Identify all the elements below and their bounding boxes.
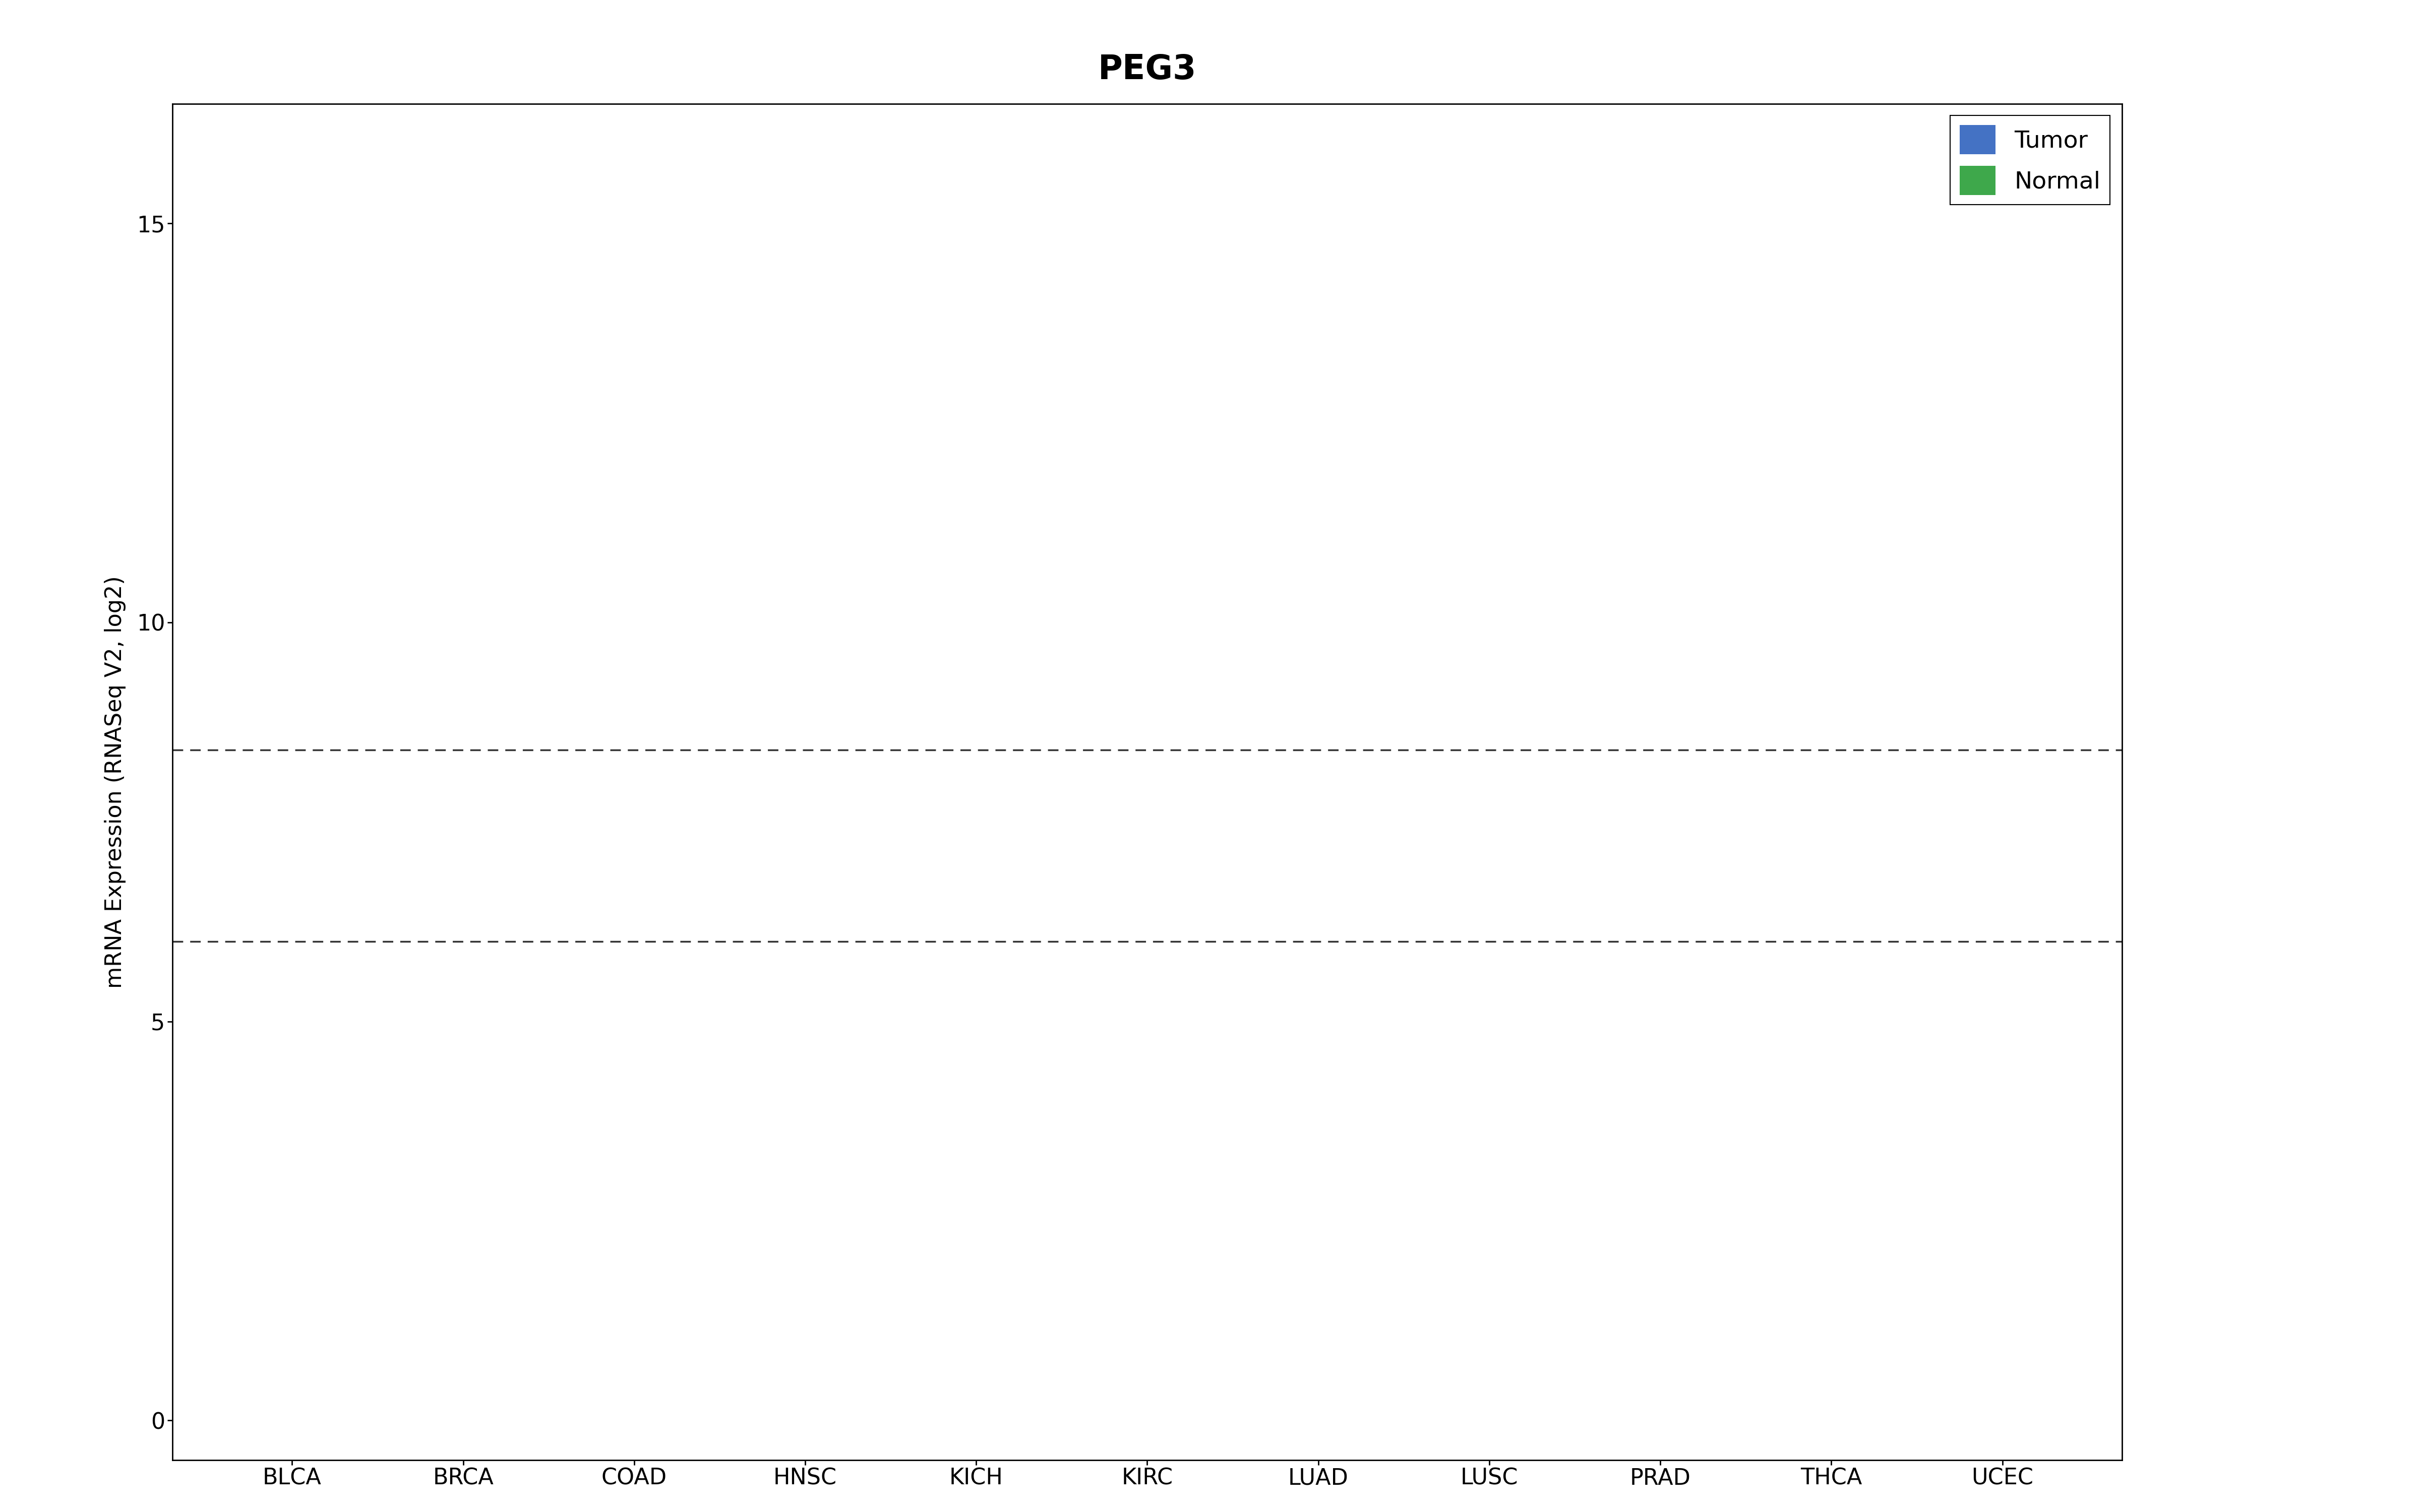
Y-axis label: mRNA Expression (RNASeq V2, log2): mRNA Expression (RNASeq V2, log2) [104,576,126,989]
Title: PEG3: PEG3 [1099,53,1195,86]
Legend: Tumor, Normal: Tumor, Normal [1951,115,2110,204]
